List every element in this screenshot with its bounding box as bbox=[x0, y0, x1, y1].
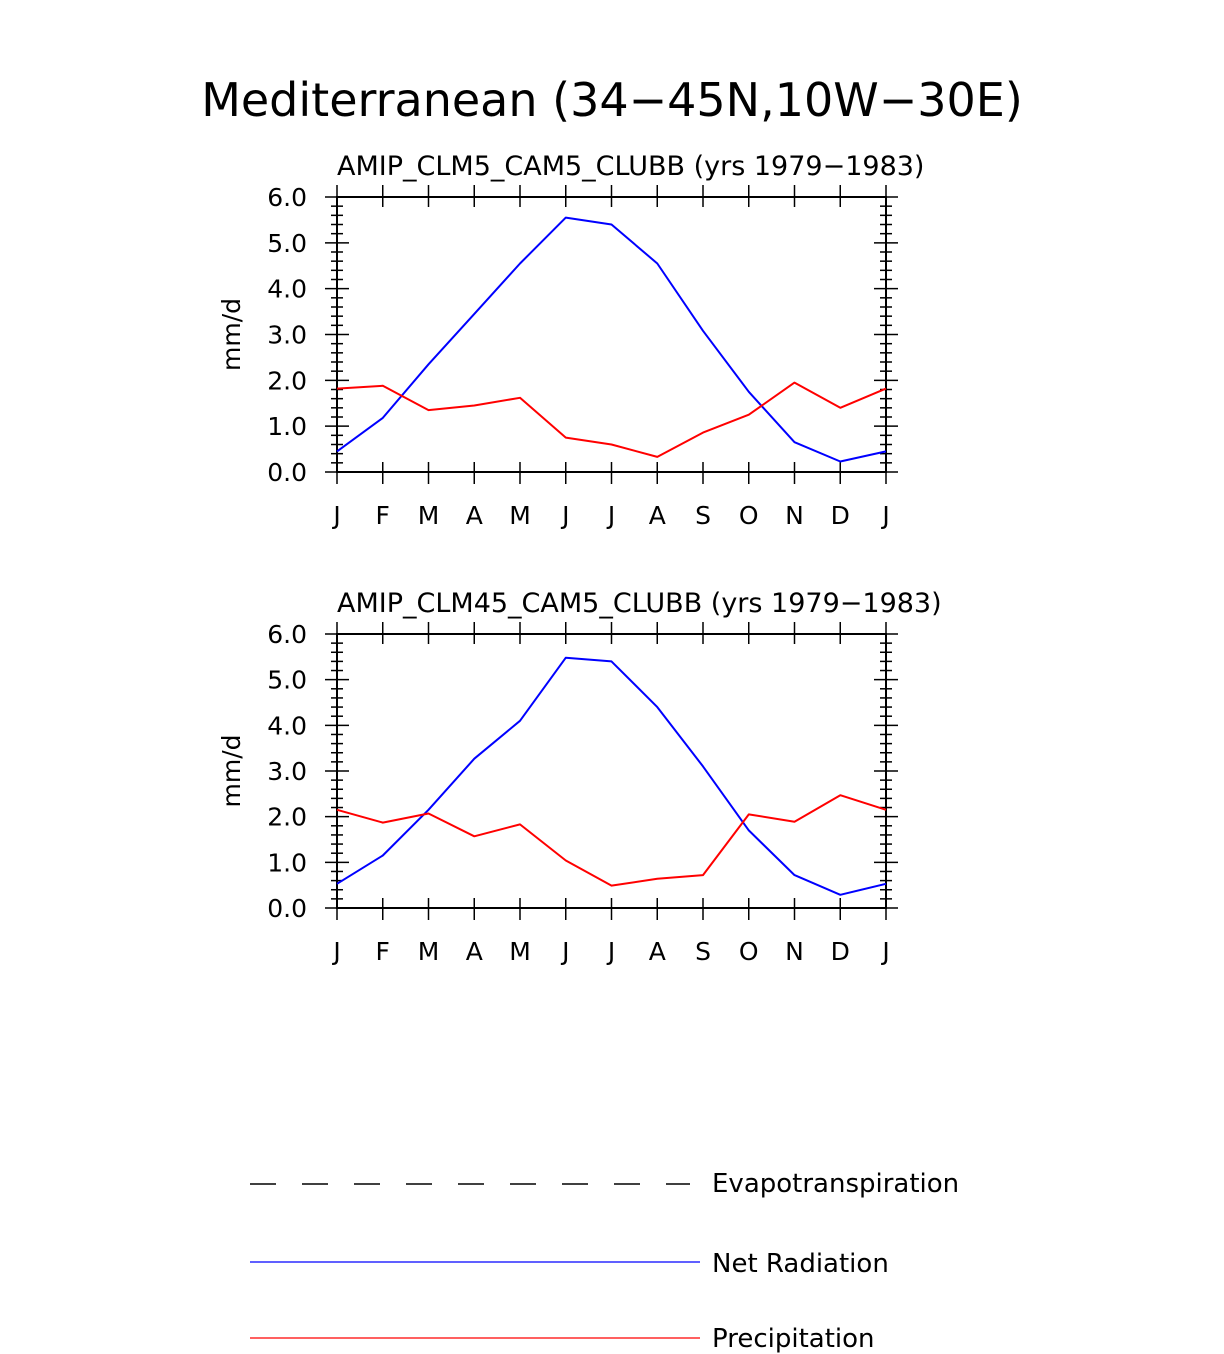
legend: Evapotranspiration Net Radiation Precipi… bbox=[250, 1169, 959, 1354]
x-tick-label: J bbox=[560, 937, 569, 966]
legend-label-evapotranspiration: Evapotranspiration bbox=[712, 1169, 959, 1199]
x-tick-label: O bbox=[739, 501, 759, 530]
x-tick-label: J bbox=[606, 937, 615, 966]
x-tick-label: M bbox=[509, 501, 531, 530]
y-tick-label: 1.0 bbox=[267, 848, 307, 877]
y-tick-label: 1.0 bbox=[267, 412, 307, 441]
series-line-net-radiation bbox=[336, 216, 887, 463]
y-axis-label: mm/d bbox=[217, 298, 246, 371]
y-tick-label: 4.0 bbox=[267, 711, 307, 740]
x-tick-label: J bbox=[331, 501, 340, 530]
series-line-precipitation bbox=[336, 381, 887, 458]
y-tick-label: 5.0 bbox=[267, 666, 307, 695]
x-tick-label: A bbox=[466, 501, 483, 530]
x-tick-label: S bbox=[695, 501, 711, 530]
x-tick-label: A bbox=[649, 937, 666, 966]
x-tick-label: F bbox=[376, 937, 390, 966]
main-title: Mediterranean (34−45N,10W−30E) bbox=[201, 73, 1023, 127]
y-tick-label: 3.0 bbox=[267, 757, 307, 786]
y-tick-label: 4.0 bbox=[267, 275, 307, 304]
x-tick-label: J bbox=[606, 501, 615, 530]
x-tick-label: O bbox=[739, 937, 759, 966]
x-tick-label: J bbox=[560, 501, 569, 530]
x-tick-label: J bbox=[880, 937, 889, 966]
panel-title: AMIP_CLM5_CAM5_CLUBB (yrs 1979−1983) bbox=[337, 151, 924, 182]
plot-frame bbox=[336, 633, 887, 909]
y-tick-label: 6.0 bbox=[267, 620, 307, 649]
x-tick-label: M bbox=[509, 937, 531, 966]
x-tick-label: J bbox=[331, 937, 340, 966]
x-tick-label: A bbox=[649, 501, 666, 530]
x-tick-label: D bbox=[831, 501, 850, 530]
panel-bottom: AMIP_CLM45_CAM5_CLUBB (yrs 1979−1983) 0.0… bbox=[217, 588, 942, 966]
legend-label-net-radiation: Net Radiation bbox=[712, 1249, 889, 1279]
series-line-precipitation bbox=[336, 794, 887, 887]
plot-frame bbox=[336, 196, 887, 473]
panel-top: AMIP_CLM5_CAM5_CLUBB (yrs 1979−1983) 0.0 1… bbox=[217, 151, 924, 530]
x-tick-label: F bbox=[376, 501, 390, 530]
x-tick-label: S bbox=[695, 937, 711, 966]
y-axis-label: mm/d bbox=[217, 735, 246, 808]
x-tick-label: M bbox=[418, 501, 440, 530]
y-tick-label: 2.0 bbox=[267, 803, 307, 832]
y-tick-label: 3.0 bbox=[267, 321, 307, 350]
series-line-net-radiation bbox=[336, 656, 887, 896]
x-tick-label: M bbox=[418, 937, 440, 966]
y-tick-label: 2.0 bbox=[267, 366, 307, 395]
legend-label-precipitation: Precipitation bbox=[712, 1324, 875, 1354]
x-tick-label: N bbox=[785, 937, 804, 966]
y-tick-label: 6.0 bbox=[267, 183, 307, 212]
x-tick-label: A bbox=[466, 937, 483, 966]
panel-title: AMIP_CLM45_CAM5_CLUBB (yrs 1979−1983) bbox=[337, 588, 942, 619]
y-tick-label: 0.0 bbox=[267, 894, 307, 923]
y-tick-label: 5.0 bbox=[267, 229, 307, 258]
y-tick-label: 0.0 bbox=[267, 458, 307, 487]
x-tick-label: J bbox=[880, 501, 889, 530]
x-tick-label: N bbox=[785, 501, 804, 530]
x-tick-label: D bbox=[831, 937, 850, 966]
